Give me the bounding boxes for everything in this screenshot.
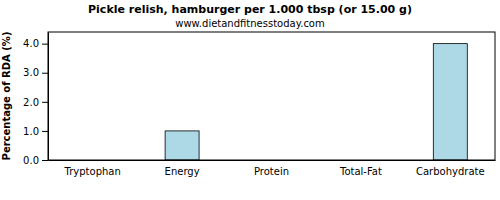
y-tick-label: 2.0: [23, 97, 39, 108]
bar: [433, 44, 467, 160]
x-tick-label: Total-Fat: [339, 166, 382, 177]
x-tick-label: Energy: [165, 166, 200, 177]
y-tick-label: 4.0: [23, 38, 39, 49]
y-tick: 0.0: [23, 155, 48, 166]
chart: Pickle relish, hamburger per 1.000 tbsp …: [0, 0, 500, 200]
x-axis: Tryptophan Energy Protein Total-Fat Carbohyd…: [49, 160, 496, 177]
y-tick: 3.0: [23, 67, 48, 78]
y-tick-mark: [42, 102, 48, 103]
subtitle: www.dietandfitnesstoday.com: [175, 18, 324, 29]
x-tick: Energy: [165, 160, 200, 177]
title: Pickle relish, hamburger per 1.000 tbsp …: [88, 3, 412, 16]
y-tick-mark: [42, 131, 48, 132]
x-axis-line: [49, 160, 496, 161]
y-tick: 4.0: [23, 38, 48, 49]
y-tick: 2.0: [23, 97, 48, 108]
y-tick-label: 3.0: [23, 67, 39, 78]
y-tick-mark: [42, 44, 48, 45]
x-tick: Total-Fat: [339, 160, 382, 177]
y-tick-label: 0.0: [23, 155, 39, 166]
y-tick-mark: [42, 73, 48, 74]
plot-frame: [48, 32, 495, 160]
y-axis-line: [48, 33, 49, 161]
y-axis-title: Percentage of RDA (%): [1, 32, 12, 161]
bars: [165, 44, 467, 160]
plot: 0.0 1.0 2.0 3.0 4.0 Tryptophan Energy Protein To…: [23, 32, 495, 177]
y-tick: 1.0: [23, 126, 48, 137]
x-tick: Carbohydrate: [416, 160, 485, 177]
x-tick: Protein: [254, 160, 289, 177]
x-tick: Tryptophan: [64, 160, 121, 177]
x-tick-label: Tryptophan: [64, 166, 121, 177]
y-axis: 0.0 1.0 2.0 3.0 4.0: [23, 33, 48, 166]
x-tick-label: Protein: [254, 166, 289, 177]
bar: [165, 131, 199, 160]
y-tick-mark: [42, 160, 48, 161]
y-tick-label: 1.0: [23, 126, 39, 137]
x-tick-label: Carbohydrate: [416, 166, 485, 177]
